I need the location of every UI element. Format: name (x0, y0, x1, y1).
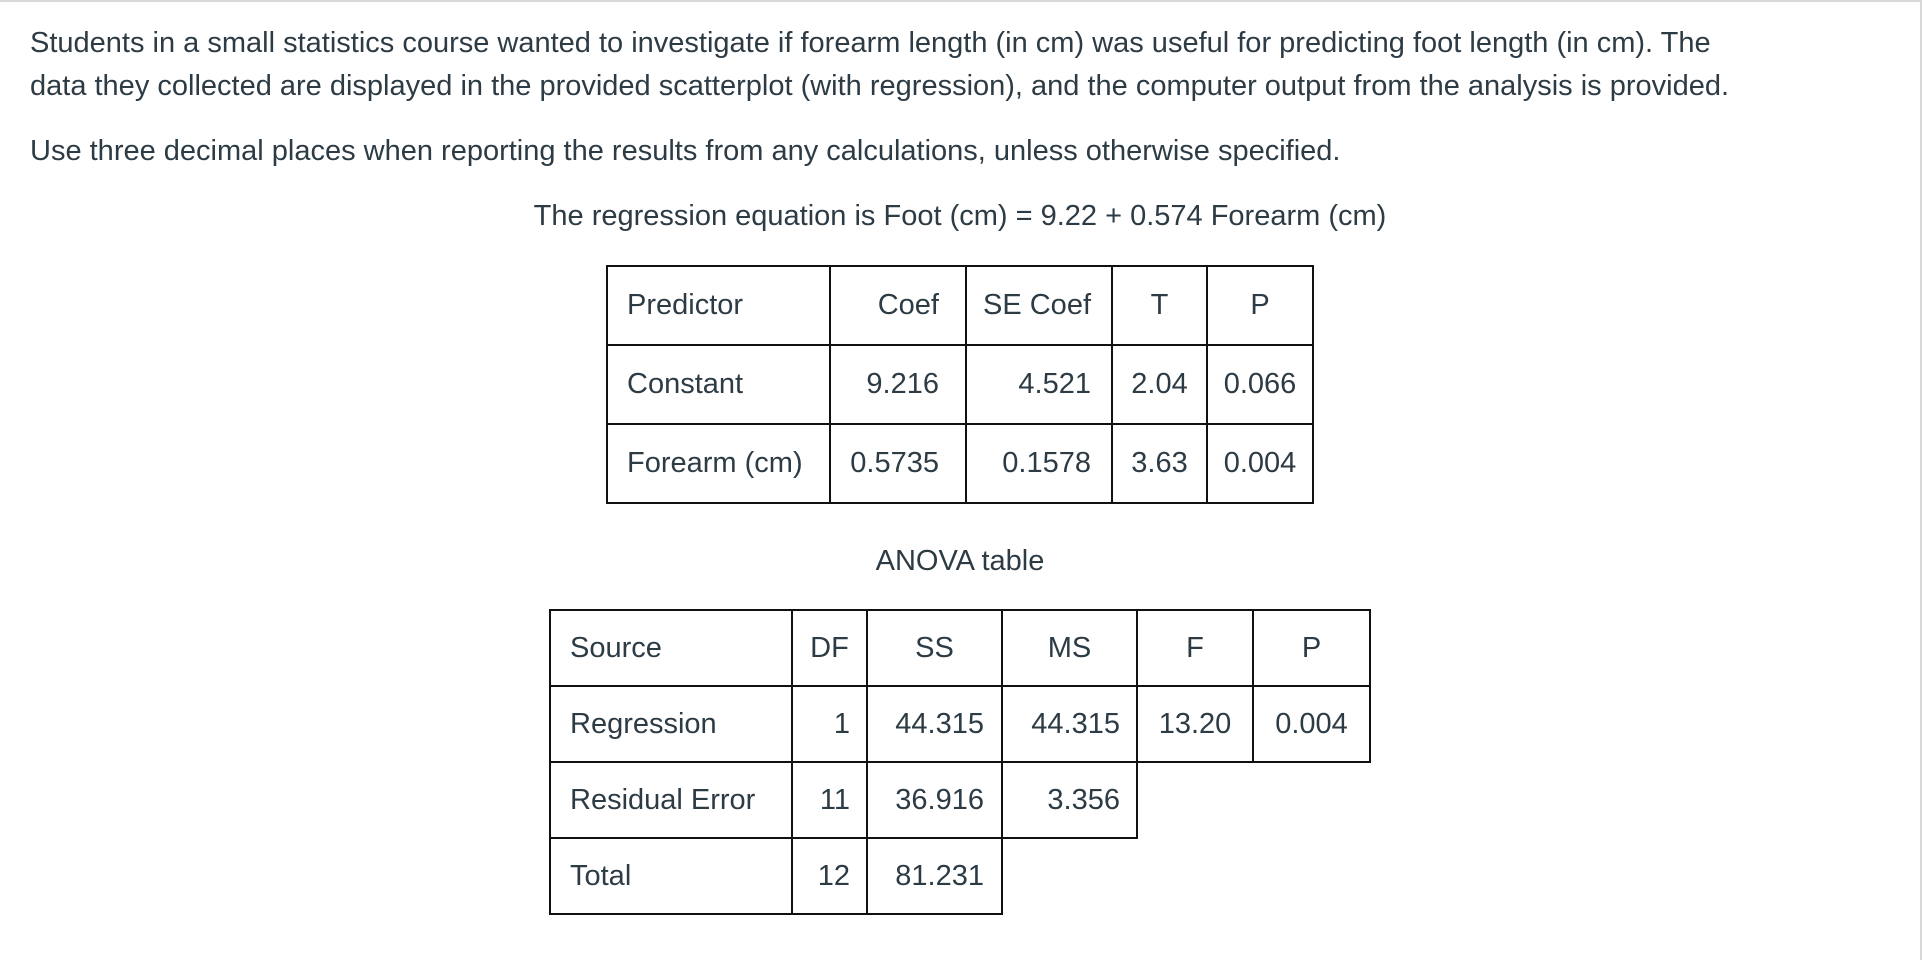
cell-ss: 44.315 (866, 685, 1003, 763)
cell-blank (1253, 762, 1370, 838)
cell-blank (1137, 762, 1253, 838)
cell-coef: 9.216 (829, 344, 967, 425)
cell-source: Residual Error (549, 761, 793, 839)
cell-t: 3.63 (1111, 423, 1208, 504)
cell-df: 11 (791, 761, 868, 839)
header-source: Source (549, 609, 793, 687)
question-content: Students in a small statistics course wa… (0, 2, 1920, 915)
header-se-coef: SE Coef (965, 265, 1113, 346)
cell-predictor: Forearm (cm) (606, 423, 831, 504)
coefficients-row-forearm: Forearm (cm) 0.5735 0.1578 3.63 0.004 (606, 423, 1314, 504)
anova-table-title: ANOVA table (875, 545, 1045, 577)
cell-ss: 81.231 (866, 837, 1003, 915)
cell-ms: 3.356 (1001, 761, 1138, 839)
cell-ss: 36.916 (866, 761, 1003, 839)
header-t: T (1111, 265, 1208, 346)
cell-blank (1253, 838, 1370, 914)
anova-row-regression: Regression 1 44.315 44.315 13.20 0.004 (549, 685, 1371, 763)
anova-header-row: Source DF SS MS F P (549, 609, 1371, 687)
question-paragraph: Students in a small statistics course wa… (30, 22, 1890, 108)
header-df: DF (791, 609, 868, 687)
header-coef: Coef (829, 265, 967, 346)
cell-blank (1002, 838, 1137, 914)
coefficients-table: Predictor Coef SE Coef T P Constant 9.21… (606, 265, 1314, 504)
cell-p: 0.004 (1206, 423, 1314, 504)
header-predictor: Predictor (606, 265, 831, 346)
cell-p: 0.004 (1252, 685, 1371, 763)
cell-p: 0.066 (1206, 344, 1314, 425)
cell-df: 12 (791, 837, 868, 915)
cell-predictor: Constant (606, 344, 831, 425)
question-paragraph-line-1: Students in a small statistics course wa… (30, 27, 1711, 59)
coefficients-header-row: Predictor Coef SE Coef T P (606, 265, 1314, 346)
coefficients-row-constant: Constant 9.216 4.521 2.04 0.066 (606, 344, 1314, 425)
header-f: F (1136, 609, 1254, 687)
regression-equation-text: The regression equation is Foot (cm) = 9… (533, 200, 1387, 232)
header-ss: SS (866, 609, 1003, 687)
cell-source: Regression (549, 685, 793, 763)
header-ms: MS (1001, 609, 1138, 687)
cell-t: 2.04 (1111, 344, 1208, 425)
anova-row-residual-error: Residual Error 11 36.916 3.356 (549, 761, 1370, 839)
cell-blank (1137, 838, 1253, 914)
header-p: P (1252, 609, 1371, 687)
cell-coef: 0.5735 (829, 423, 967, 504)
cell-f: 13.20 (1136, 685, 1254, 763)
cell-se-coef: 4.521 (965, 344, 1113, 425)
cell-ms: 44.315 (1001, 685, 1138, 763)
anova-table: Source DF SS MS F P Regression 1 44.315 … (549, 609, 1371, 915)
anova-row-total: Total 12 81.231 (549, 837, 1370, 915)
cell-source: Total (549, 837, 793, 915)
header-p: P (1206, 265, 1314, 346)
instruction-paragraph: Use three decimal places when reporting … (30, 135, 1341, 167)
question-paragraph-line-2: data they collected are displayed in the… (30, 70, 1730, 102)
cell-se-coef: 0.1578 (965, 423, 1113, 504)
cell-df: 1 (791, 685, 868, 763)
